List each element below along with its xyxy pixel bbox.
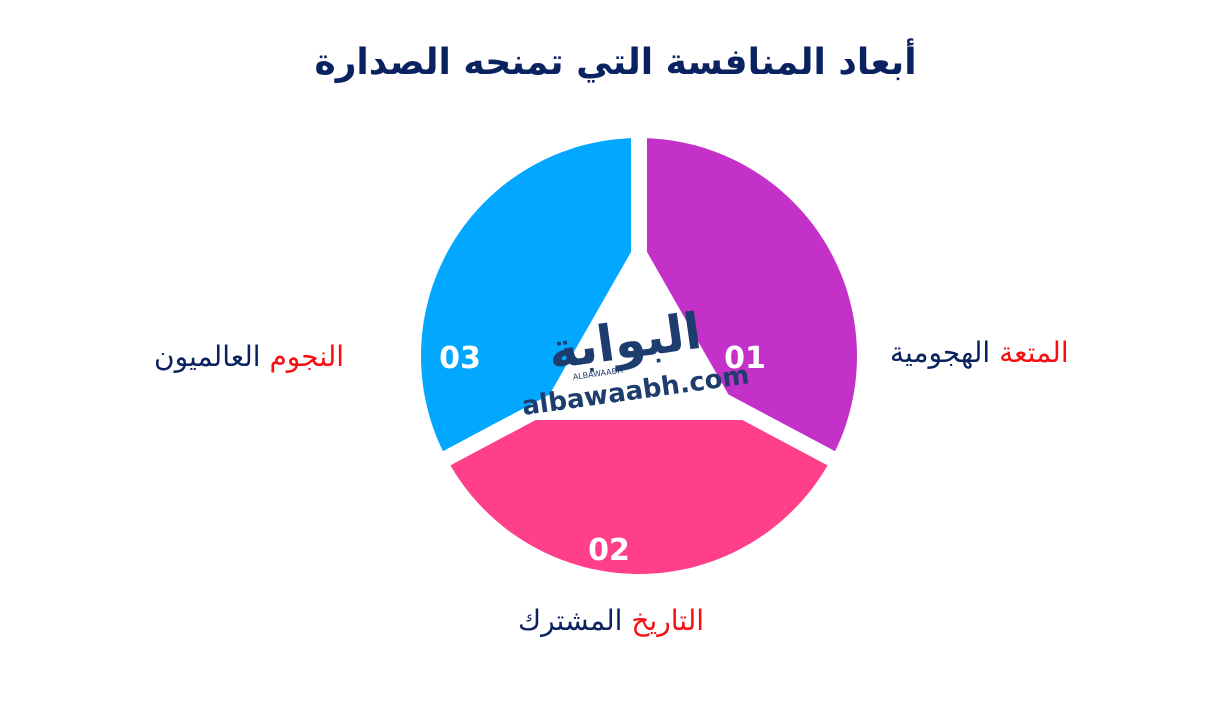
segment-label-01: المتعة الهجومية [890,336,1069,369]
label-rest: الهجومية [890,336,991,369]
label-highlight: المتعة [999,336,1069,369]
label-highlight: النجوم [269,340,345,373]
label-rest: المشترك [518,604,623,637]
segment-number-03: 03 [439,341,481,376]
segment-number-02: 02 [588,533,630,568]
label-rest: العالميون [154,340,261,373]
segment-number-01: 01 [724,341,766,376]
center-triangle [535,238,743,420]
label-highlight: التاريخ [631,604,705,637]
segment-label-03: النجوم العالميون [154,340,344,373]
page-title: أبعاد المنافسة التي تمنحه الصدارة [314,42,917,83]
segment-label-02: التاريخ المشترك [518,604,704,637]
